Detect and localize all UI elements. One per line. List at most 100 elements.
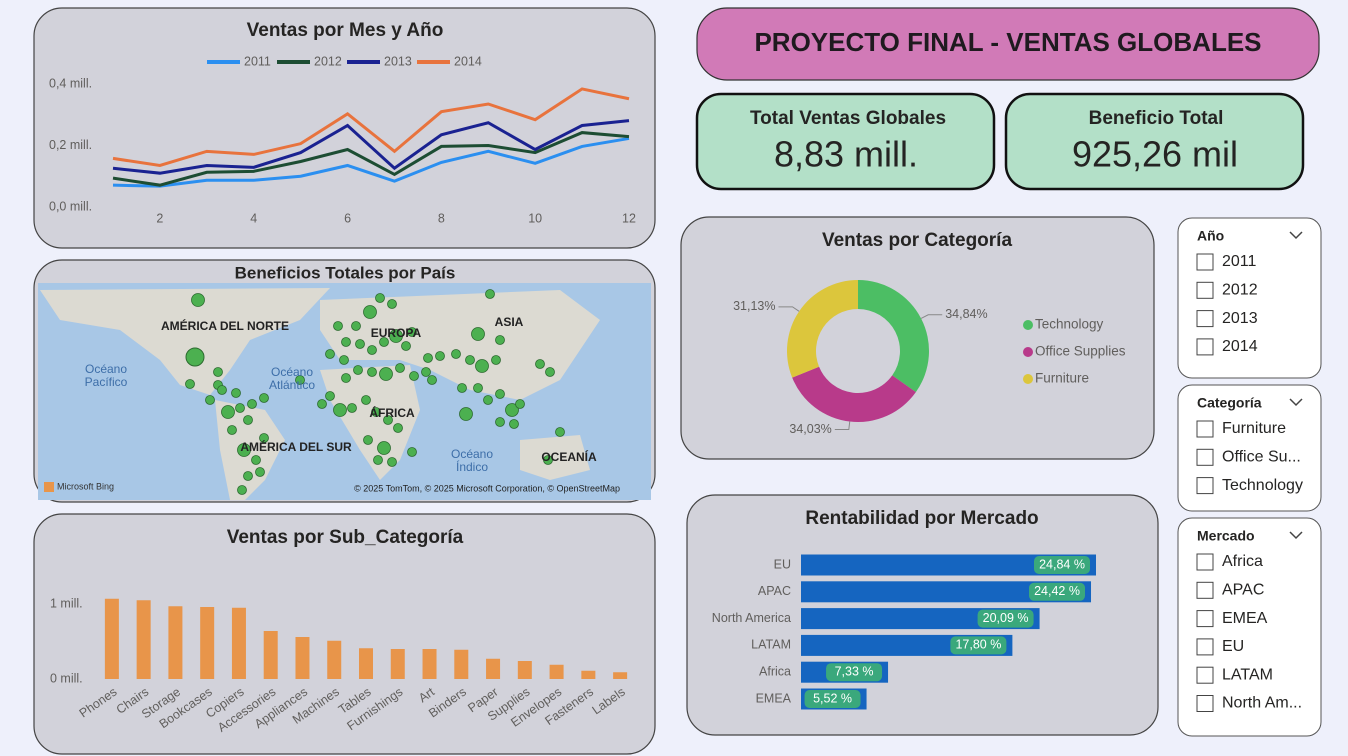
checkbox[interactable] (1196, 553, 1214, 571)
bar (359, 648, 373, 679)
map-label: EUROPA (371, 326, 422, 340)
map-label: ÁFRICA (369, 405, 415, 420)
y-tick-label: 0,0 mill. (49, 199, 92, 213)
checkbox[interactable] (1196, 338, 1214, 356)
slicer-item[interactable]: EMEA (1222, 610, 1268, 627)
map-dot (491, 355, 501, 365)
bar (422, 649, 437, 679)
bar (104, 598, 119, 679)
bar (517, 661, 532, 679)
bar (390, 649, 405, 679)
map-logo: Microsoft Bing (57, 481, 114, 491)
slicer (1177, 384, 1322, 512)
x-tick-label: 12 (622, 211, 636, 225)
slicer-item[interactable]: North Am... (1222, 695, 1302, 712)
line-series (112, 87, 630, 168)
donut-slice (792, 366, 916, 422)
map-dot (237, 443, 251, 457)
map-dot (375, 293, 385, 303)
y-tick-label: EMEA (756, 691, 792, 705)
map-dot (421, 367, 431, 377)
map-dot (409, 371, 419, 381)
checkbox[interactable] (1196, 310, 1214, 328)
legend-label: Furniture (1035, 371, 1089, 386)
checkbox[interactable] (1196, 638, 1214, 656)
slicer (1177, 217, 1322, 379)
slicer-item[interactable]: Furniture (1222, 420, 1286, 437)
checkbox[interactable] (1196, 695, 1214, 712)
map-label: Océano (271, 365, 313, 379)
leader-line (778, 306, 800, 312)
slicer-item[interactable]: 2011 (1222, 253, 1257, 270)
y-tick-label: EU (774, 557, 791, 571)
kpi-card (1004, 92, 1305, 191)
slicer-item[interactable]: 2013 (1222, 310, 1258, 327)
slicer-item[interactable]: APAC (1222, 582, 1264, 599)
map-dot (389, 329, 403, 343)
map-dot (237, 485, 247, 495)
land (520, 435, 590, 480)
bar (295, 637, 310, 679)
map-dot (341, 373, 351, 383)
checkbox[interactable] (1196, 420, 1214, 438)
map-dot (259, 393, 269, 403)
bar (200, 607, 215, 679)
map-dot (351, 321, 361, 331)
kpi-value: 8,83 mill. (774, 134, 918, 175)
map-dot (325, 391, 335, 401)
slicer-item[interactable]: Technology (1222, 477, 1303, 494)
slicer-title: Año (1197, 228, 1224, 244)
slicer-item[interactable]: LATAM (1222, 666, 1273, 683)
slicer-item[interactable]: Office Su... (1222, 449, 1301, 466)
checkbox[interactable] (1196, 281, 1214, 299)
checkbox[interactable] (1196, 666, 1214, 684)
kpi-value: 925,26 mil (1072, 134, 1238, 175)
chart-title: Rentabilidad por Mercado (805, 508, 1038, 529)
checkbox[interactable] (1196, 581, 1214, 599)
map-dot (485, 289, 495, 299)
checkbox[interactable] (1196, 477, 1214, 495)
x-tick-label: 4 (250, 211, 257, 225)
slicer-item[interactable]: EU (1222, 638, 1244, 655)
map-dot (377, 441, 391, 455)
banner (696, 7, 1320, 81)
bar (486, 658, 501, 679)
map-dot (371, 407, 381, 417)
map-dot (341, 337, 351, 347)
map-title: Beneficios Totales por País (235, 263, 456, 282)
legend-swatch (1023, 347, 1033, 357)
slicer-item[interactable]: 2012 (1222, 282, 1258, 299)
data-label: 20,09 % (983, 611, 1029, 625)
bar (231, 607, 246, 679)
slicer-item[interactable]: Africa (1222, 553, 1263, 570)
map-dot (379, 367, 393, 381)
map-dot (475, 359, 489, 373)
map-label: OCEANÍA (541, 449, 597, 464)
map-dot (363, 435, 373, 445)
checkbox[interactable] (1196, 610, 1214, 628)
map-dot (515, 399, 525, 409)
bar (454, 649, 469, 679)
map-dot (495, 417, 505, 427)
bar (613, 672, 628, 679)
map-dot (465, 355, 475, 365)
map-label: Océano (451, 447, 493, 461)
legend-label: 2013 (384, 54, 412, 68)
map-dot (317, 399, 327, 409)
map-dot (247, 399, 257, 409)
checkbox[interactable] (1196, 448, 1214, 466)
y-tick-label: North America (712, 611, 791, 625)
slicer-item[interactable]: 2014 (1222, 338, 1258, 355)
map-dot (495, 335, 505, 345)
map: AMÉRICA DEL NORTE EUROPAASIAOcéanoPacífic… (38, 283, 651, 500)
bar (168, 606, 183, 679)
checkbox[interactable] (1196, 253, 1214, 271)
kpi-label: Total Ventas Globales (750, 108, 946, 129)
legend-label: Office Supplies (1035, 344, 1126, 359)
y-tick-label: 1 mill. (50, 596, 83, 610)
map-dot (221, 405, 235, 419)
map-label: Índico (456, 459, 488, 474)
bar (327, 640, 342, 679)
map-dot (383, 415, 393, 425)
map-dot (333, 403, 347, 417)
